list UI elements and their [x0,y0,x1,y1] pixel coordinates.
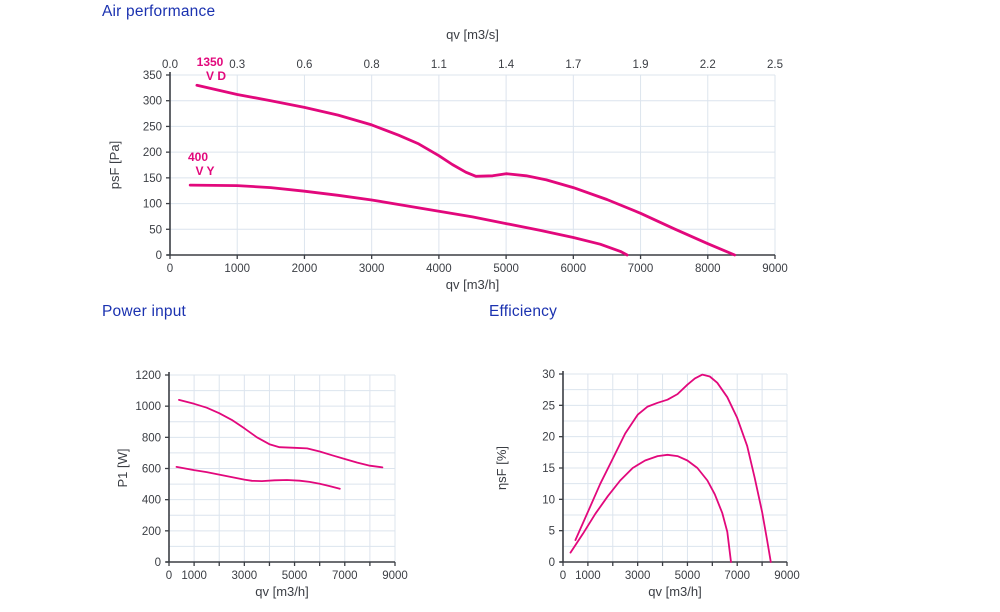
top-tick-label: 1.9 [633,59,649,71]
x-tick-label: 1000 [224,263,250,275]
x-tick-label: 9000 [382,570,408,582]
top-tick-label: 0.0 [162,59,178,71]
grid [562,373,788,563]
x-tick-label: 3000 [232,570,258,582]
tick-marks [166,74,776,259]
x-tick-label: 4000 [426,263,452,275]
grid [169,74,776,256]
top-tick-label: 2.5 [767,59,783,71]
y-tick-label: 50 [149,224,162,236]
y-tick-label: 200 [142,526,161,538]
x-tick-label: 9000 [762,263,788,275]
svg-text:V Y: V Y [195,164,214,178]
efficiency-chart: 0 1000 3000 5000 7000 9000 0 5 10 15 20 25 30 qv [m3/… [494,369,800,599]
tick-marks [559,373,788,566]
y-tick-label: 1000 [135,401,161,413]
y-tick-label: 150 [143,173,162,185]
efficiency-title: Efficiency [489,303,558,320]
top-x-axis-label: qv [m3/s] [446,27,499,42]
y-tick-label: 0 [155,557,161,569]
y-tick-label: 20 [542,432,555,444]
top-axis-tick-labels: 0.0 0.3 0.6 0.8 1.1 1.4 1.7 1.9 2.2 2.5 [162,59,783,71]
y-tick-label: 1200 [135,370,161,382]
x-tick-label: 5000 [493,263,519,275]
x-tick-label: 6000 [561,263,587,275]
x-tick-label: 5000 [675,570,701,582]
curve-400-v-y [569,453,732,563]
svg-text:V D: V D [206,69,226,83]
top-tick-label: 1.7 [565,59,581,71]
axes [166,372,395,563]
axes [560,371,787,563]
top-tick-label: 1.4 [498,59,515,71]
air-performance-title: Air performance [102,3,216,20]
x-tick-label: 7000 [332,570,358,582]
y-tick-label: 200 [143,147,162,159]
y-tick-label: 800 [142,432,161,444]
y-axis-label: psF [Pa] [107,141,122,189]
axes [167,72,775,256]
x-tick-label: 1000 [575,570,601,582]
x-tick-label: 9000 [774,570,800,582]
y-tick-label: 100 [143,199,162,211]
x-tick-label: 7000 [628,263,654,275]
x-tick-label: 0 [166,570,172,582]
y-tick-label: 25 [542,400,555,412]
svg-text:1350: 1350 [197,55,224,69]
grid [168,374,396,563]
x-axis-label: qv [m3/h] [255,584,308,599]
x-tick-label: 7000 [724,570,750,582]
top-tick-label: 2.2 [700,59,716,71]
tick-marks [165,374,396,566]
y-tick-label: 600 [142,464,161,476]
power-input-chart: 0 1000 3000 5000 7000 9000 0 200 400 600 800 1000 12… [115,370,408,599]
x-tick-label: 2000 [292,263,318,275]
x-axis-label: qv [m3/h] [446,277,499,292]
curve-1350-v-d [574,373,772,563]
top-tick-label: 0.8 [364,59,380,71]
x-tick-label: 3000 [359,263,385,275]
y-tick-label: 15 [542,463,555,475]
power-input-title: Power input [102,303,187,320]
y-axis-tick-labels: 0 5 10 15 20 25 30 [542,369,555,569]
y-tick-label: 0 [156,250,162,262]
curve-1350-v-d [195,83,737,257]
curve-1350-v-d [178,399,384,469]
y-tick-label: 5 [549,526,555,538]
x-tick-label: 3000 [625,570,651,582]
top-tick-label: 0.3 [229,59,245,71]
x-axis-tick-labels: 0 1000 2000 3000 4000 5000 6000 7000 8000 9000 [167,263,788,275]
curve-400-v-y [188,183,629,257]
top-tick-label: 0.6 [296,59,312,71]
y-tick-label: 10 [542,494,555,506]
x-axis-tick-labels: 0 1000 3000 5000 7000 9000 [166,570,408,582]
y-axis-label: P1 [W] [115,448,130,487]
top-tick-label: 1.1 [431,59,447,71]
x-tick-label: 5000 [282,570,308,582]
y-tick-label: 0 [549,557,555,569]
x-axis-label: qv [m3/h] [648,584,701,599]
y-tick-label: 250 [143,121,162,133]
x-tick-label: 1000 [181,570,207,582]
curve-400-v-y [175,466,341,490]
y-axis-label: ηsF [%] [494,446,509,490]
y-axis-tick-labels: 0 50 100 150 200 250 300 350 [143,70,162,262]
y-tick-label: 400 [142,495,161,507]
y-tick-label: 350 [143,70,162,82]
y-tick-label: 30 [542,369,555,381]
y-tick-label: 300 [143,96,162,108]
x-tick-label: 8000 [695,263,721,275]
x-tick-label: 0 [560,570,566,582]
air-performance-chart: 0 1000 2000 3000 4000 5000 6000 7000 8000 9000 0 50… [107,27,788,292]
x-tick-label: 0 [167,263,173,275]
svg-text:400: 400 [188,150,208,164]
x-axis-tick-labels: 0 1000 3000 5000 7000 9000 [560,570,800,582]
y-axis-tick-labels: 0 200 400 600 800 1000 1200 [135,370,161,569]
